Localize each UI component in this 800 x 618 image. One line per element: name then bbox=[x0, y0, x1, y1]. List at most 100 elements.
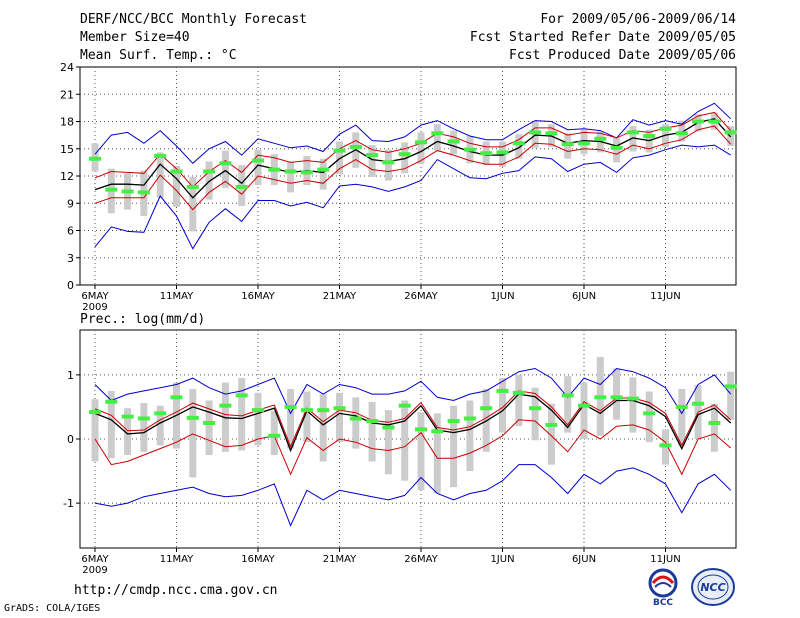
prec-obs-marker bbox=[692, 401, 705, 406]
prec-ensemble-mean-line bbox=[94, 393, 732, 453]
prec-obs-marker bbox=[643, 411, 656, 416]
temp-ytick-label: 3 bbox=[67, 252, 74, 265]
prec-obs-marker bbox=[578, 403, 590, 408]
prec-obs-marker bbox=[349, 416, 362, 421]
temp-range-box bbox=[319, 158, 327, 190]
temp-outer-upper-line bbox=[94, 102, 732, 164]
temp-ytick-label: 15 bbox=[60, 143, 74, 156]
prec-obs-marker bbox=[398, 403, 411, 408]
prec-obs-marker bbox=[89, 410, 101, 415]
prec-range-box bbox=[336, 392, 343, 443]
temp-obs-marker bbox=[154, 154, 167, 159]
prec-range-box bbox=[433, 413, 441, 494]
temp-obs-marker bbox=[366, 153, 379, 158]
temp-obs-marker bbox=[463, 147, 476, 152]
temp-obs-marker bbox=[578, 141, 590, 146]
temp-range-box bbox=[515, 134, 523, 159]
forecast-period: For 2009/05/06-2009/06/14 bbox=[540, 12, 736, 27]
prec-range-box bbox=[270, 410, 278, 456]
temp-obs-marker bbox=[349, 144, 362, 149]
prec-range-box bbox=[156, 405, 164, 446]
prec-range-box bbox=[466, 400, 474, 472]
prec-obs-marker bbox=[121, 414, 134, 419]
temp-obs-marker bbox=[415, 140, 427, 145]
temp-range-box bbox=[433, 124, 441, 151]
temp-obs-marker bbox=[610, 145, 623, 150]
prec-ytick-label: 1 bbox=[67, 369, 74, 382]
prec-range-box bbox=[515, 374, 523, 427]
prec-obs-marker bbox=[333, 406, 346, 411]
prec-panel-title: Prec.: log(mm/d) bbox=[80, 312, 205, 327]
prec-obs-marker bbox=[610, 395, 623, 400]
temp-xtick-label: 16MAY bbox=[241, 291, 275, 302]
temp-range-box bbox=[613, 137, 621, 163]
temperature-panel: 0 3 6 9 12 15 18 21 24 6MAY 11MAY 16MAY 21MAY 26MAY 1J… bbox=[60, 61, 737, 313]
prec-xtick-label: 6JUN bbox=[572, 554, 596, 565]
prec-range-box bbox=[580, 382, 588, 439]
prec-obs-marker bbox=[170, 395, 183, 400]
temp-obs-marker bbox=[447, 139, 460, 144]
prec-range-box bbox=[450, 405, 458, 488]
prec-range-box bbox=[107, 390, 115, 459]
refer-date: Fcst Started Refer Date 2009/05/05 bbox=[469, 30, 736, 45]
bcc-logo: BCC bbox=[648, 568, 678, 607]
member-size: Member Size=40 bbox=[80, 30, 190, 45]
temp-obs-marker bbox=[643, 134, 656, 139]
prec-obs-marker bbox=[529, 406, 542, 411]
prec-range-box bbox=[189, 388, 197, 478]
temp-range-box bbox=[221, 150, 229, 188]
grads-credit: GrADS: COLA/IGES bbox=[4, 603, 101, 614]
temp-ytick-label: 6 bbox=[67, 225, 74, 238]
temp-obs-marker bbox=[529, 130, 542, 135]
prec-range-box bbox=[531, 387, 539, 441]
prec-obs-marker bbox=[203, 420, 216, 425]
prec-obs-marker bbox=[154, 411, 167, 416]
temp-ytick-label: 18 bbox=[60, 116, 74, 129]
prec-obs-marker bbox=[480, 406, 493, 411]
prec-range-box bbox=[499, 378, 506, 433]
prec-obs-marker bbox=[512, 390, 525, 395]
prec-obs-marker bbox=[561, 393, 574, 398]
temp-obs-marker bbox=[300, 170, 313, 175]
temp-obs-marker bbox=[219, 161, 232, 166]
temp-obs-marker bbox=[333, 148, 346, 153]
prec-range-box bbox=[613, 368, 621, 420]
temp-obs-marker bbox=[317, 167, 330, 172]
prec-xtick-label: 6MAY bbox=[81, 554, 109, 565]
prec-obs-marker bbox=[431, 429, 444, 434]
prec-obs-marker bbox=[317, 408, 330, 413]
prec-range-box bbox=[678, 388, 686, 446]
temp-obs-marker bbox=[252, 158, 264, 163]
prec-obs-marker bbox=[463, 416, 476, 421]
variable-label: Mean Surf. Temp.: °C bbox=[80, 48, 237, 63]
temp-range-box bbox=[678, 120, 686, 142]
temp-ytick-label: 21 bbox=[60, 88, 74, 101]
temp-obs-marker bbox=[170, 169, 183, 174]
prec-xtick-label: 26MAY bbox=[404, 554, 438, 565]
prec-obs-marker bbox=[447, 419, 460, 424]
prec-xtick-label: 21MAY bbox=[323, 554, 357, 565]
temp-obs-marker bbox=[186, 184, 199, 189]
prec-range-box bbox=[205, 400, 213, 456]
temp-obs-marker bbox=[137, 190, 150, 195]
prec-range-box bbox=[254, 392, 262, 446]
prec-range-box bbox=[91, 399, 99, 462]
temp-obs-marker bbox=[692, 119, 705, 124]
prec-obs-marker bbox=[137, 416, 150, 421]
prec-range-box bbox=[124, 408, 132, 456]
temp-obs-marker bbox=[105, 187, 118, 192]
prec-range-box bbox=[710, 403, 718, 452]
produced-date: Fcst Produced Date 2009/05/06 bbox=[509, 48, 736, 63]
temp-range-box bbox=[287, 161, 295, 193]
prec-range-box bbox=[727, 371, 735, 420]
temp-range-box bbox=[417, 132, 425, 165]
footer-url[interactable]: http://cmdp.ncc.cma.gov.cn bbox=[74, 583, 278, 598]
prec-range-box bbox=[238, 378, 246, 451]
temp-range-box bbox=[336, 141, 343, 175]
temp-obs-marker bbox=[235, 184, 248, 189]
temp-obs-marker bbox=[121, 189, 134, 194]
prec-obs-marker bbox=[708, 420, 721, 425]
temp-obs-marker bbox=[626, 130, 639, 135]
prec-range-box bbox=[352, 397, 360, 449]
prec-obs-marker bbox=[219, 403, 232, 408]
